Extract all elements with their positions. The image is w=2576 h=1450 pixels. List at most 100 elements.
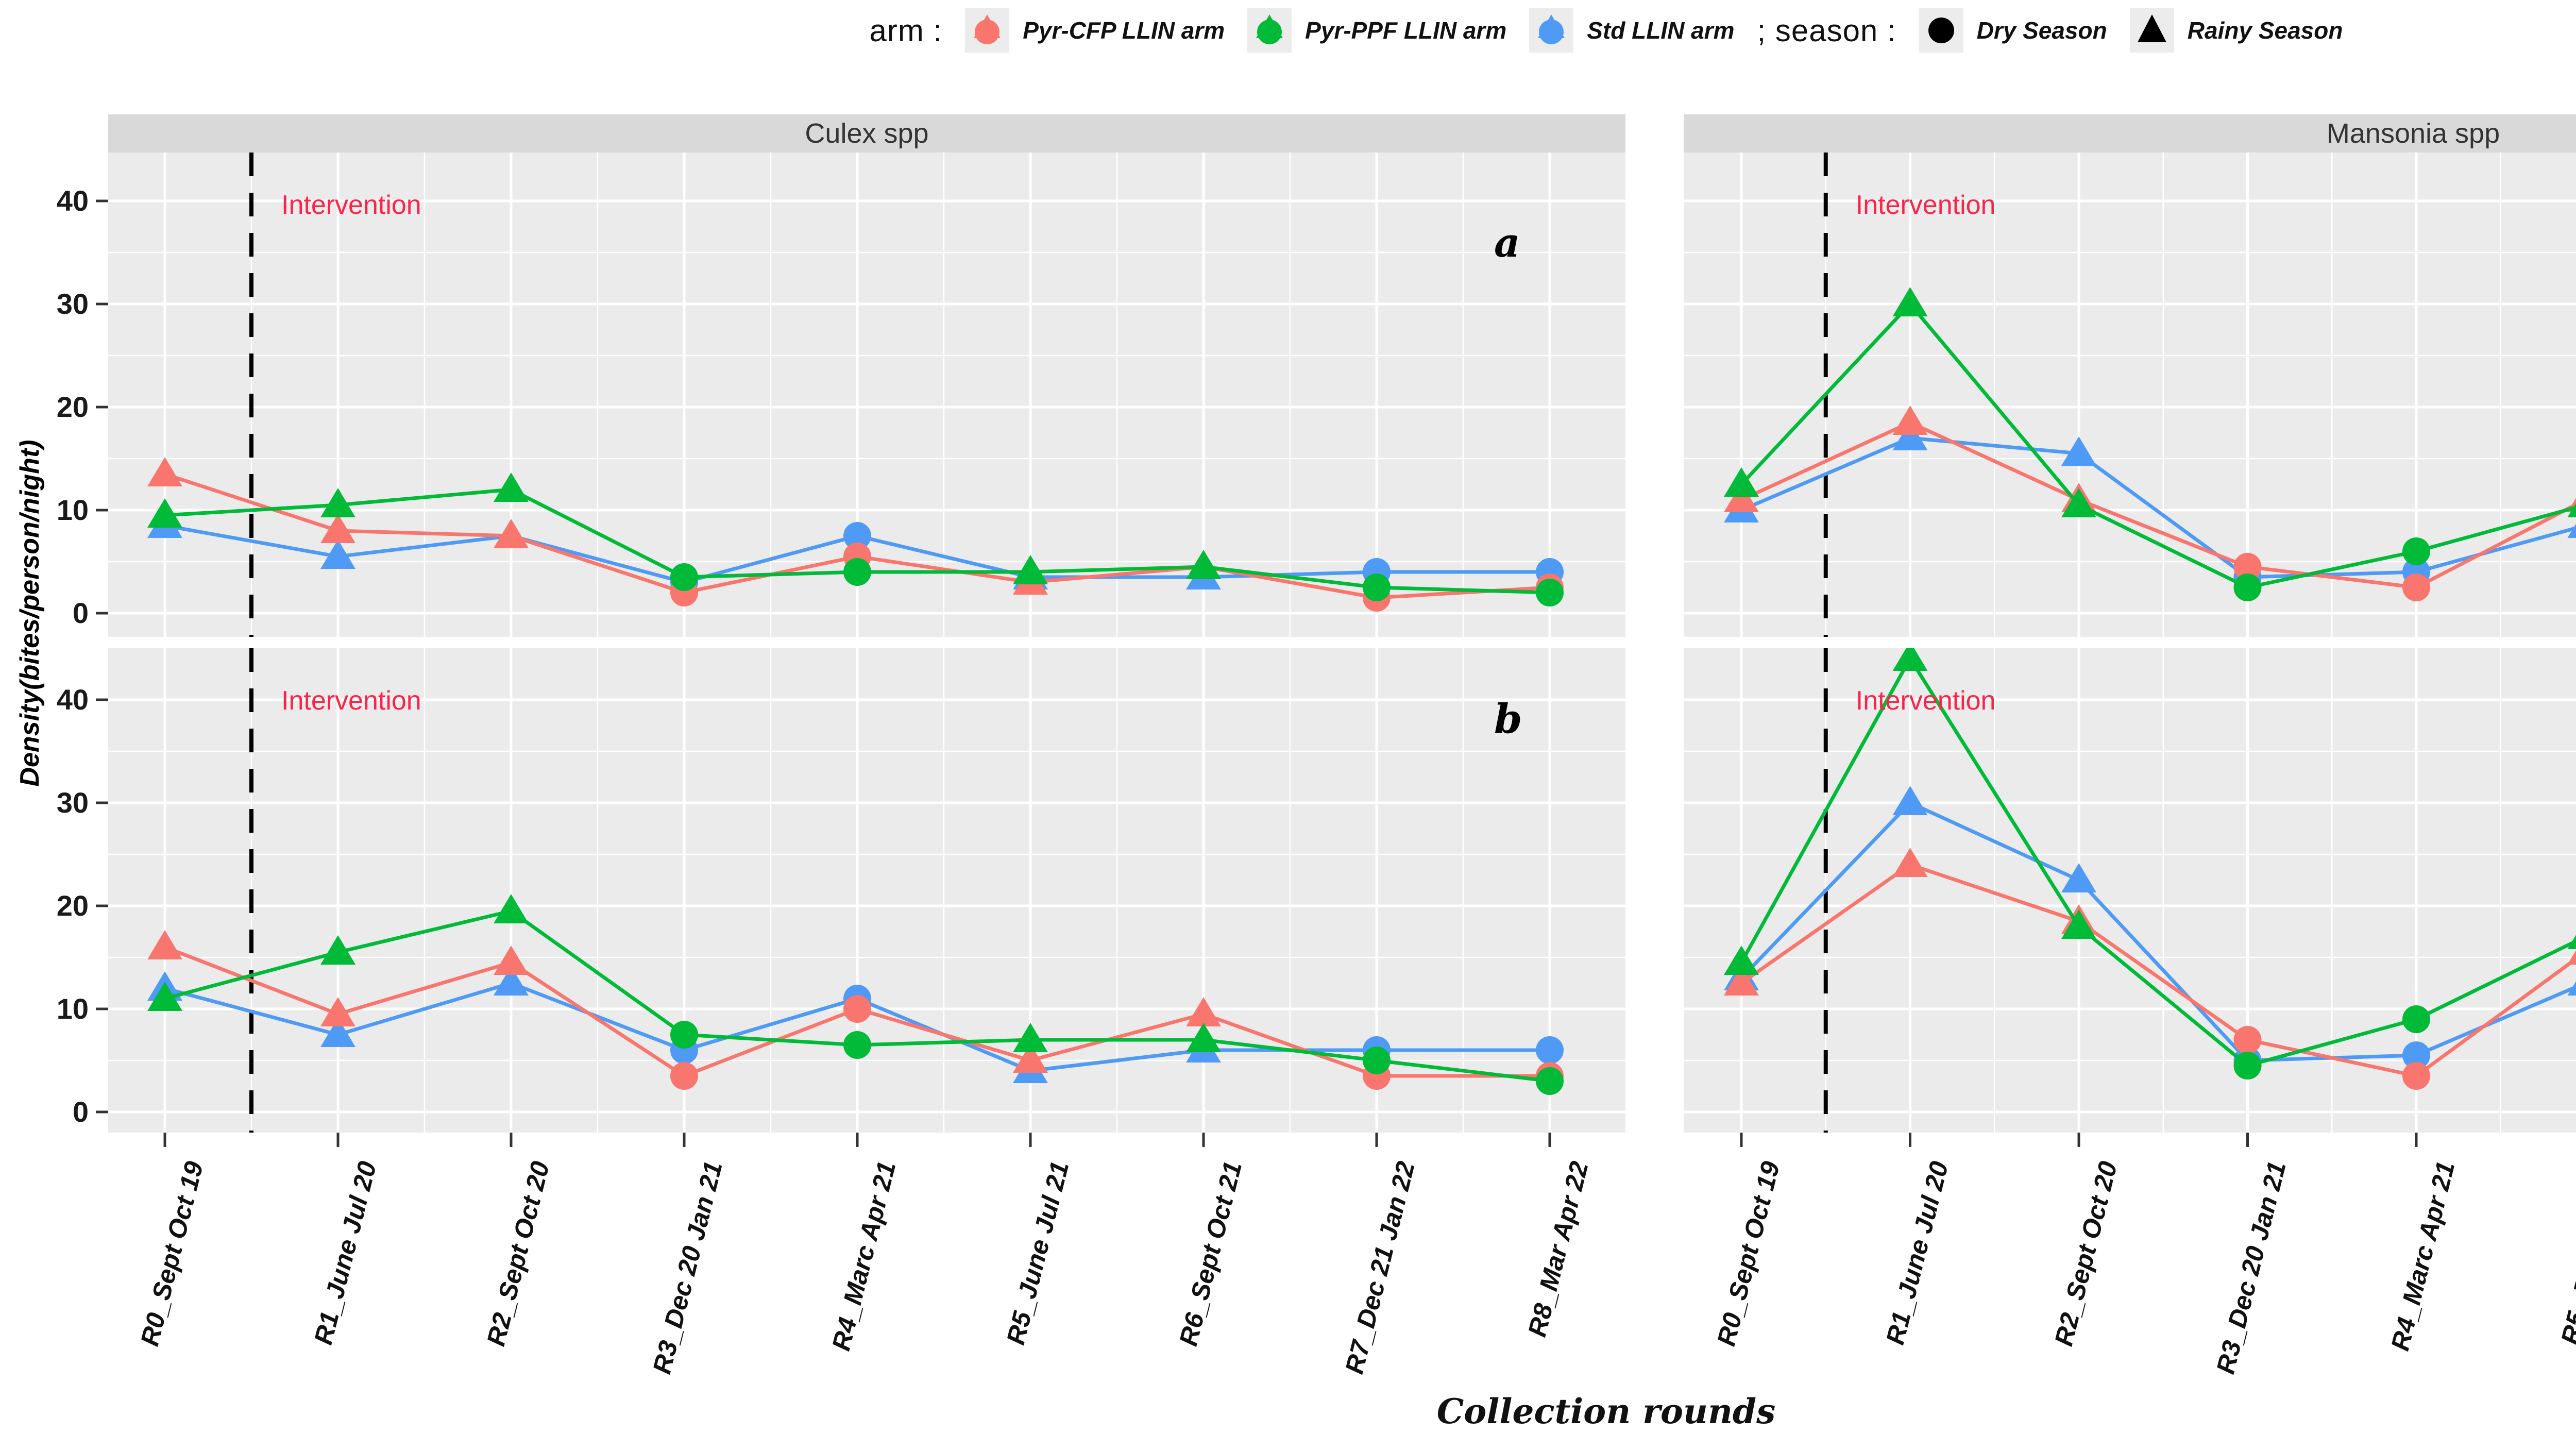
panel-c bbox=[1684, 153, 2576, 637]
legend-arm-entries: Pyr-CFP LLIN arm Pyr-PPF LLIN arm Std LLIN… bbox=[965, 8, 1734, 53]
legend-arm-0-key-icon bbox=[965, 8, 1010, 53]
data-point-triangle bbox=[1892, 648, 1928, 671]
data-point-circle bbox=[2402, 1005, 2430, 1033]
data-point-triangle bbox=[2061, 909, 2096, 939]
data-point-triangle bbox=[147, 457, 182, 486]
data-point-triangle bbox=[2567, 950, 2576, 965]
y-tick-label: 0 bbox=[72, 1095, 89, 1128]
legend-season-0: Dry Season bbox=[1919, 8, 2107, 53]
data-point-triangle bbox=[1013, 1043, 1048, 1073]
data-point-circle bbox=[670, 563, 698, 591]
y-tick-label: 20 bbox=[56, 391, 89, 423]
legend-arm-1: Pyr-PPF LLIN arm bbox=[1247, 8, 1506, 53]
data-point-circle bbox=[670, 1062, 698, 1090]
data-point-triangle bbox=[2567, 981, 2576, 996]
data-point-triangle bbox=[2061, 863, 2096, 892]
legend-arm-title: arm : bbox=[869, 13, 943, 48]
data-point-triangle bbox=[494, 966, 529, 996]
data-point-triangle bbox=[494, 473, 529, 502]
legend-season-1-label: Rainy Season bbox=[2187, 17, 2343, 44]
data-point-triangle bbox=[1724, 966, 1759, 996]
panel-b bbox=[108, 648, 1625, 1133]
y-tick-label: 10 bbox=[56, 494, 89, 526]
y-tick-label: 40 bbox=[56, 184, 89, 217]
data-point-triangle bbox=[320, 1018, 355, 1047]
data-point-triangle bbox=[1186, 997, 1221, 1026]
panel-letter-b: b bbox=[1494, 696, 1522, 743]
legend-season-1: Rainy Season bbox=[2129, 8, 2343, 53]
data-point-circle bbox=[2233, 1052, 2262, 1080]
data-point-triangle bbox=[1013, 1023, 1048, 1052]
data-point-circle bbox=[843, 522, 871, 550]
data-point-triangle bbox=[320, 539, 355, 569]
data-point-circle bbox=[1536, 1036, 1564, 1064]
legend-season-entries: Dry Season Rainy Season bbox=[1919, 8, 2343, 53]
legend-arm-2-label: Std LLIN arm bbox=[1587, 17, 1735, 44]
data-point-triangle bbox=[147, 498, 182, 528]
data-point-circle bbox=[2233, 1026, 2262, 1054]
data-point-triangle bbox=[1892, 421, 1928, 450]
data-point-triangle bbox=[2567, 524, 2576, 538]
data-point-triangle bbox=[1892, 786, 1928, 815]
data-point-circle bbox=[670, 1021, 698, 1049]
data-point-circle bbox=[2402, 1062, 2430, 1090]
data-point-triangle bbox=[494, 519, 529, 548]
data-point-triangle bbox=[320, 997, 355, 1026]
legend-arm-1-label: Pyr-PPF LLIN arm bbox=[1305, 17, 1507, 44]
data-point-triangle bbox=[1892, 406, 1928, 435]
data-point-triangle bbox=[1724, 467, 1759, 497]
legend-arm-2: Std LLIN arm bbox=[1529, 8, 1734, 53]
legend-season-0-key-icon bbox=[1919, 8, 1963, 53]
data-point-circle bbox=[2402, 574, 2430, 601]
data-point-circle bbox=[843, 558, 871, 586]
y-tick-label: 20 bbox=[56, 889, 89, 922]
data-point-triangle bbox=[2567, 503, 2576, 517]
data-point-triangle bbox=[2567, 935, 2576, 949]
data-point-circle bbox=[1536, 1067, 1564, 1095]
y-tick-label: 40 bbox=[56, 683, 89, 716]
column-strip bbox=[1684, 114, 2576, 153]
data-point-triangle bbox=[494, 894, 529, 923]
data-point-triangle bbox=[1724, 946, 1759, 975]
legend-arm-1-key-icon bbox=[1247, 8, 1292, 53]
data-point-triangle bbox=[1892, 848, 1928, 877]
y-tick-label: 0 bbox=[72, 597, 89, 629]
data-point-triangle bbox=[320, 488, 355, 517]
data-point-triangle bbox=[1724, 483, 1759, 512]
data-point-circle bbox=[1363, 1047, 1391, 1074]
column-strip-title-1: Mansonia spp bbox=[2326, 118, 2500, 149]
legend-arm-2-key-icon bbox=[1529, 8, 1574, 53]
legend: arm : Pyr-CFP LLIN arm Pyr-PPF LLIN arm St… bbox=[0, 8, 2576, 53]
data-point-circle bbox=[2402, 1041, 2430, 1069]
data-point-triangle bbox=[1186, 550, 1221, 579]
panel-a bbox=[108, 153, 1625, 637]
legend-season-title: ; season : bbox=[1757, 13, 1896, 48]
data-point-triangle bbox=[1892, 287, 1928, 316]
data-point-triangle bbox=[320, 935, 355, 965]
legend-arm-0: Pyr-CFP LLIN arm bbox=[965, 8, 1225, 53]
data-point-triangle bbox=[2061, 436, 2096, 466]
data-point-triangle bbox=[320, 514, 355, 543]
data-point-triangle bbox=[147, 930, 182, 959]
legend-season-1-key-icon bbox=[2129, 8, 2174, 53]
data-point-circle bbox=[843, 1031, 871, 1059]
column-strip-title-0: Culex spp bbox=[805, 118, 929, 149]
data-point-triangle bbox=[494, 946, 529, 975]
panel-d bbox=[1684, 648, 2576, 1133]
legend-season-0-label: Dry Season bbox=[1976, 17, 2107, 44]
data-point-triangle bbox=[147, 982, 182, 1011]
data-point-circle bbox=[1363, 574, 1391, 601]
y-tick-label: 30 bbox=[56, 288, 89, 320]
intervention-label: Intervention bbox=[1855, 190, 1996, 220]
y-tick-label: 30 bbox=[56, 786, 89, 819]
data-point-triangle bbox=[2061, 488, 2096, 517]
intervention-label: Intervention bbox=[281, 190, 421, 220]
legend-arm-0-label: Pyr-CFP LLIN arm bbox=[1023, 17, 1225, 44]
x-axis-title: Collection rounds bbox=[1436, 1391, 1776, 1431]
data-point-triangle bbox=[1186, 1023, 1221, 1052]
data-point-circle bbox=[2233, 553, 2262, 581]
intervention-label: Intervention bbox=[281, 686, 421, 716]
data-point-triangle bbox=[1013, 555, 1048, 584]
